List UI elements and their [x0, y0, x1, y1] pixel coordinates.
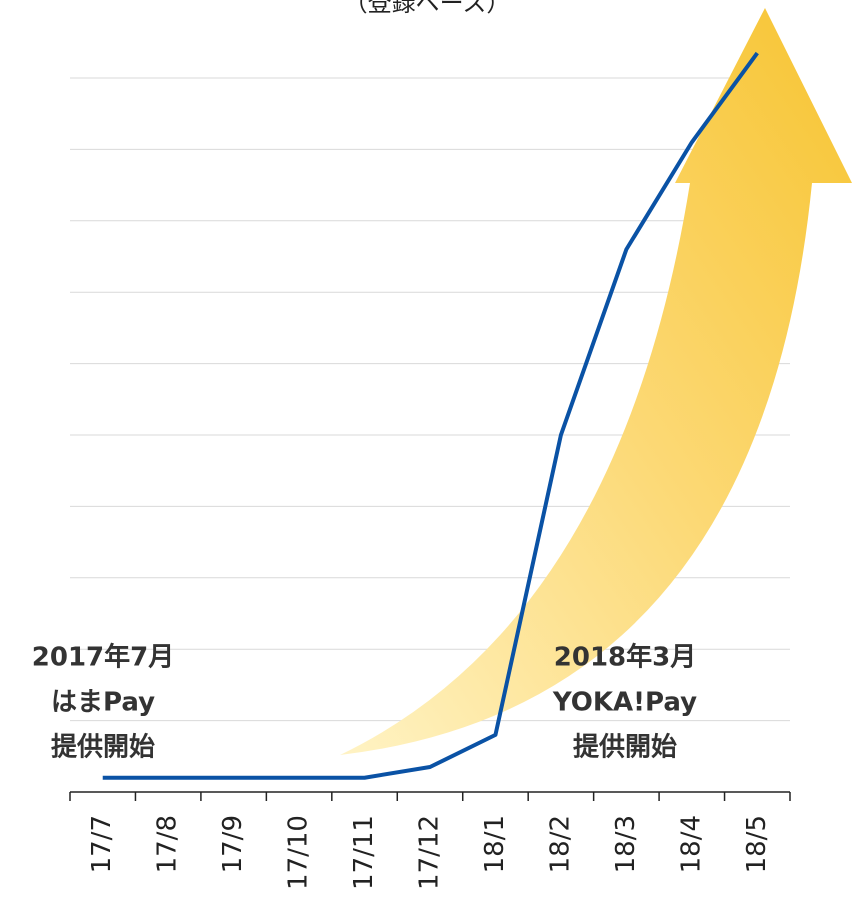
x-tick-label: 18/4	[676, 815, 706, 873]
annotation: 提供開始	[51, 733, 155, 763]
x-tick-label: 18/1	[480, 815, 510, 873]
annotation: はまPay	[51, 688, 155, 718]
page: （登録ベース） 17/7 17/8 17/9 17/10 17/11 17/12 18/1 1…	[0, 0, 854, 905]
annotation: 2018年3月	[554, 642, 696, 673]
x-tick-label: 18/3	[611, 815, 641, 873]
annotation: 提供開始	[573, 733, 677, 763]
annotation: 2017年7月	[32, 642, 174, 673]
x-tick-label: 17/10	[284, 815, 314, 890]
x-tick-label: 17/7	[87, 815, 117, 873]
chart: （登録ベース） 17/7 17/8 17/9 17/10 17/11 17/12 18/1 1…	[0, 0, 854, 905]
x-tick-label: 17/8	[153, 815, 183, 873]
x-tick-label: 17/9	[218, 815, 248, 873]
x-tick-label: 18/5	[742, 815, 772, 873]
chart-subtitle: （登録ベース）	[344, 0, 511, 17]
annotation: YOKA!Pay	[552, 688, 697, 718]
x-tick-label: 17/11	[349, 815, 379, 890]
x-tick-label: 17/12	[415, 815, 445, 890]
x-tick-label: 18/2	[545, 815, 575, 873]
